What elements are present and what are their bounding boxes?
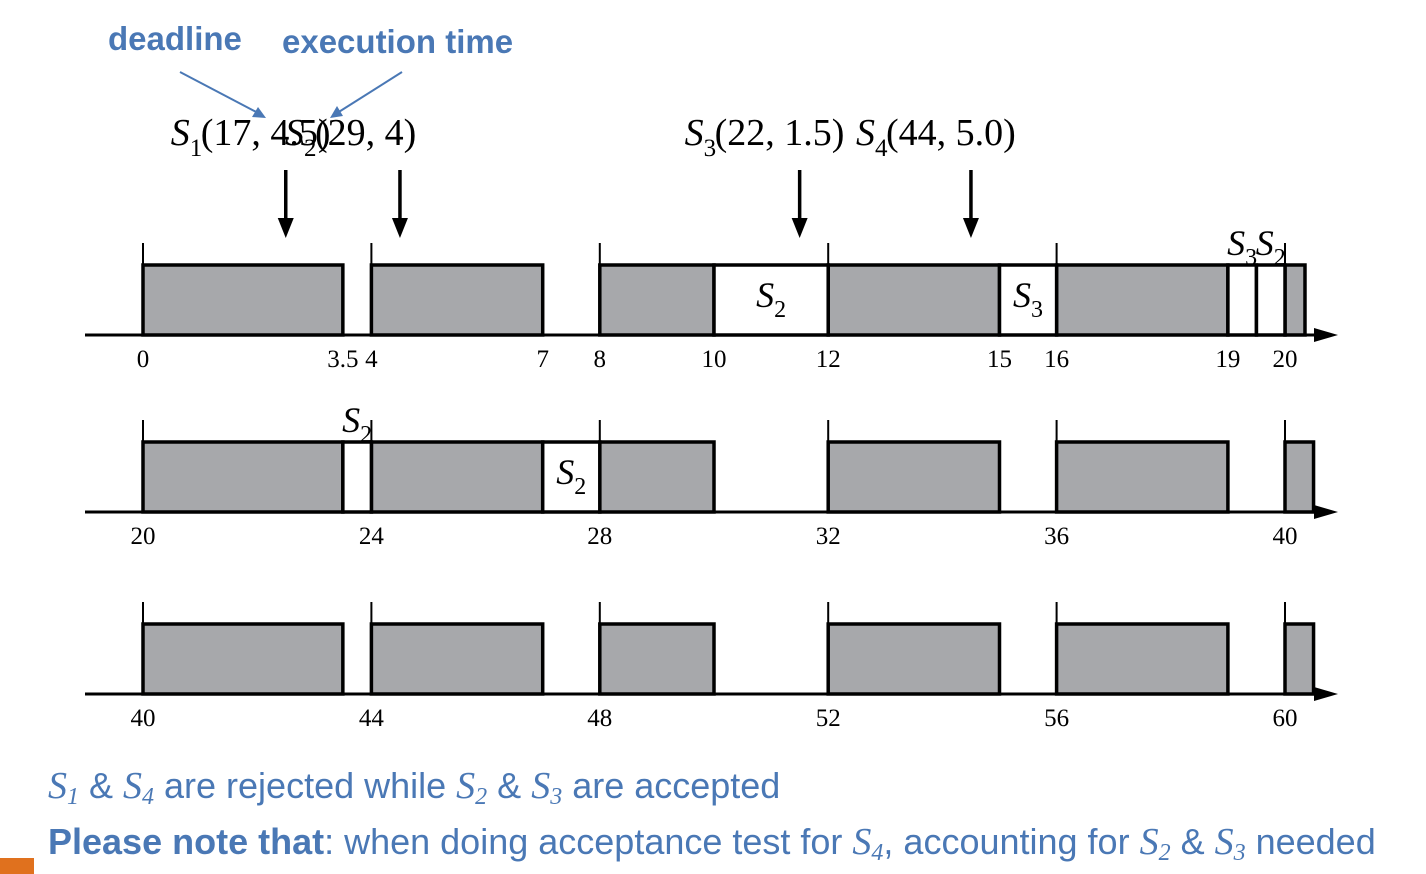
tick-label: 40: [131, 705, 156, 732]
arrival-arrowhead: [391, 218, 408, 238]
slot-task-label: S2: [1256, 223, 1286, 271]
arrival-arrowhead: [962, 218, 979, 238]
execution-time-pointer-arrow: [333, 71, 403, 116]
tick-label: 60: [1273, 705, 1298, 732]
arrival-task-params: (17, 4.5): [201, 112, 331, 154]
logo-fragment: [0, 858, 34, 874]
tick-label: 19: [1215, 346, 1240, 373]
arrival-task-params: (22, 1.5): [715, 112, 845, 154]
busy-interval: [369, 622, 545, 696]
deadline-pointer-arrow: [179, 71, 263, 116]
busy-interval: [598, 263, 716, 337]
execution-time-pointer-arrowhead: [330, 106, 343, 118]
tick-label: 7: [536, 346, 549, 373]
arrival-task-params: (44, 5.0): [886, 112, 1016, 154]
slot-task-label: S3: [1013, 275, 1043, 323]
arrival-marker: S4(44, 5.0): [856, 112, 1016, 238]
deadline-pointer-arrowhead: [252, 107, 266, 118]
arrival-arrowhead: [791, 218, 808, 238]
result-caption: S1 & S4 are rejected while S2 & S3 are a…: [48, 765, 781, 810]
tick-label: 24: [359, 523, 385, 550]
tick-label: 16: [1044, 346, 1069, 373]
busy-interval: [598, 440, 716, 514]
tick-label: 20: [131, 523, 156, 550]
busy-interval: [369, 263, 545, 337]
tick-label: 20: [1273, 346, 1298, 373]
busy-interval: [1283, 622, 1316, 696]
time-axis-arrowhead: [1314, 687, 1338, 701]
slot-task-label: S3: [1227, 223, 1257, 271]
tick-label: 32: [816, 523, 841, 550]
busy-interval: [826, 440, 1002, 514]
slot-task-label: S2: [556, 452, 586, 500]
tick-label: 56: [1044, 705, 1069, 732]
tick-label: 12: [816, 346, 841, 373]
note-caption: Please note that: when doing acceptance …: [48, 821, 1376, 866]
busy-interval: [1054, 622, 1230, 696]
slot-task-label: S2: [342, 400, 372, 448]
tick-label: 48: [587, 705, 612, 732]
arrival-task-params: (29, 4): [315, 112, 416, 154]
arrival-marker: S2(29, 4): [285, 112, 416, 238]
timeline-row: 40 44 48 52 56 60: [85, 602, 1338, 732]
busy-interval: [369, 440, 545, 514]
annotation-group: deadline execution time: [108, 20, 513, 118]
busy-interval: [826, 263, 1002, 337]
arrival-task-name: S2: [285, 112, 317, 162]
tick-label: 36: [1044, 523, 1069, 550]
busy-interval: [141, 263, 345, 337]
tick-label: 44: [359, 705, 385, 732]
busy-interval: [826, 622, 1002, 696]
busy-interval: [598, 622, 716, 696]
tick-label: 3.5: [327, 346, 358, 373]
busy-interval: [1283, 440, 1316, 514]
slot-task-label: S2: [756, 275, 786, 323]
tick-label: 0: [137, 346, 150, 373]
tick-label: 10: [702, 346, 727, 373]
deadline-annotation: deadline: [108, 20, 242, 57]
tick-label: 52: [816, 705, 841, 732]
arrival-marker: S1(17, 4.5): [171, 112, 331, 238]
sporadic-slot: [712, 263, 830, 337]
busy-interval: [1283, 263, 1307, 337]
tick-label: 15: [987, 346, 1012, 373]
arrival-arrowhead: [277, 218, 294, 238]
busy-interval: [141, 622, 345, 696]
tick-label: 28: [587, 523, 612, 550]
time-axis-arrowhead: [1314, 328, 1338, 342]
busy-interval: [141, 440, 345, 514]
timeline-row: 20 24 28 32 36 40 S2 S2: [85, 400, 1338, 550]
sporadic-slot: [341, 440, 374, 514]
arrival-task-name: S4: [856, 112, 888, 162]
arrival-markers: S1(17, 4.5)S2(29, 4) S3(22, 1.5) S4(44, 5.…: [171, 112, 1016, 238]
busy-interval: [1054, 440, 1230, 514]
tick-label: 8: [594, 346, 607, 373]
arrival-task-name: S1: [171, 112, 203, 162]
busy-interval: [1054, 263, 1230, 337]
sporadic-slot: [1226, 263, 1259, 337]
time-axis-arrowhead: [1314, 505, 1338, 519]
arrival-task-name: S3: [685, 112, 717, 162]
arrival-marker: S3(22, 1.5): [685, 112, 845, 238]
tick-label: 4: [365, 346, 378, 373]
execution-time-annotation: execution time: [282, 23, 513, 60]
sporadic-slot: [1254, 263, 1287, 337]
tick-label: 40: [1273, 523, 1298, 550]
